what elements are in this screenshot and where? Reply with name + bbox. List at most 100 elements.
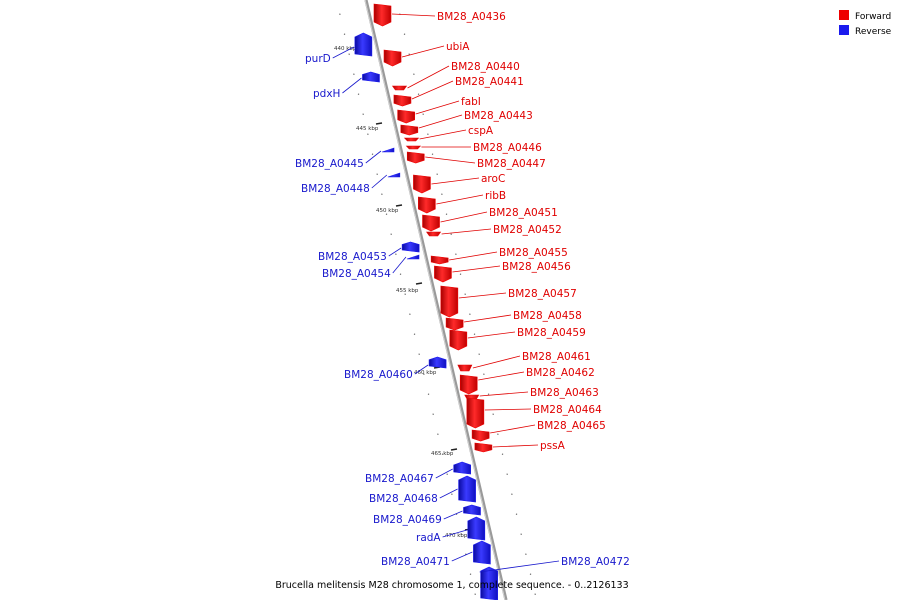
gene-feature-ribb[interactable]	[418, 196, 436, 214]
gene-feature-bm28-a0452[interactable]	[426, 231, 442, 237]
gene-feature-bm28-a0461[interactable]	[457, 364, 473, 372]
gene-label-bm28-a0458[interactable]: BM28_A0458	[513, 310, 582, 322]
gene-feature-bm28-a0458[interactable]	[445, 317, 464, 331]
gene-label-bm28-a0467[interactable]: BM28_A0467	[365, 473, 434, 485]
gene-feature-bm28-a0467[interactable]	[453, 461, 471, 475]
gene-feature-bm28-a0443[interactable]	[400, 124, 419, 136]
gene-features	[354, 3, 498, 600]
gene-feature-bm28-a0451[interactable]	[422, 214, 440, 232]
gene-label-bm28-a0443[interactable]: BM28_A0443	[464, 110, 533, 122]
gene-label-bm28-a0464[interactable]: BM28_A0464	[533, 404, 602, 416]
gene-feature-bm28-a0453[interactable]	[401, 241, 420, 253]
gene-label-ribb[interactable]: ribB	[485, 190, 506, 202]
gene-feature-bm28-a0462[interactable]	[459, 374, 478, 395]
gene-label-pdxh[interactable]: pdxH	[313, 88, 340, 100]
gene-feature-bm28-a0471[interactable]	[473, 540, 491, 565]
gene-label-bm28-a0457[interactable]: BM28_A0457	[508, 288, 577, 300]
gene-label-purd[interactable]: purD	[305, 53, 331, 65]
kbp-label: 445 kbp	[356, 126, 379, 132]
leader-line-rada	[442, 529, 467, 538]
gene-label-ubia[interactable]: ubiA	[446, 41, 470, 53]
gene-feature-pdxh[interactable]	[362, 71, 380, 83]
gene-feature-aroc[interactable]	[413, 174, 431, 194]
gene-feature-bm28-a0448[interactable]	[387, 172, 401, 178]
leader-line-bm28-a0463	[479, 391, 529, 397]
gene-feature-ubia[interactable]	[383, 49, 402, 67]
leader-line-bm28-a0472	[479, 560, 560, 573]
gene-label-bm28-a0454[interactable]: BM28_A0454	[322, 268, 391, 280]
leader-line-bm28-a0469	[443, 510, 463, 520]
leader-line-cspa	[419, 129, 467, 140]
gene-label-bm28-a0459[interactable]: BM28_A0459	[517, 327, 586, 339]
gene-feature-bm28-a0436[interactable]	[373, 3, 392, 27]
leader-line-bm28-a0456	[452, 265, 501, 273]
genome-backbone-highlight	[364, 0, 506, 600]
gene-label-bm28-a0469[interactable]: BM28_A0469	[373, 514, 442, 526]
gene-label-bm28-a0456[interactable]: BM28_A0456	[502, 261, 571, 273]
gene-feature-fabi[interactable]	[397, 109, 415, 124]
gene-feature-cspa[interactable]	[403, 137, 420, 142]
gene-label-bm28-a0461[interactable]: BM28_A0461	[522, 351, 591, 363]
kbp-label: 460 kbp	[414, 370, 437, 376]
gene-feature-bm28-a0441[interactable]	[393, 94, 412, 107]
gene-feature-bm28-a0464[interactable]	[466, 397, 485, 429]
gene-label-bm28-a0468[interactable]: BM28_A0468	[369, 493, 438, 505]
gene-label-bm28-a0436[interactable]: BM28_A0436	[437, 11, 506, 23]
leader-line-bm28-a0448	[371, 174, 388, 189]
gene-feature-bm28-a0472[interactable]	[480, 566, 498, 600]
gene-label-bm28-a0445[interactable]: BM28_A0445	[295, 158, 364, 170]
leader-line-bm28-a0468	[439, 488, 458, 499]
gene-label-aroc[interactable]: aroC	[481, 173, 505, 185]
gene-label-bm28-a0448[interactable]: BM28_A0448	[301, 183, 370, 195]
legend-reverse-label: Reverse	[855, 27, 892, 37]
gene-label-bm28-a0440[interactable]: BM28_A0440	[451, 61, 520, 73]
leader-line-bm28-a0459	[467, 331, 516, 339]
gene-label-bm28-a0452[interactable]: BM28_A0452	[493, 224, 562, 236]
tick-marks	[339, 13, 536, 595]
gene-feature-bm28-a0457[interactable]	[440, 285, 459, 318]
genome-backbone	[364, 0, 508, 600]
gene-label-rada[interactable]: radA	[416, 532, 441, 544]
leader-line-bm28-a0462	[478, 371, 525, 381]
gene-label-bm28-a0441[interactable]: BM28_A0441	[455, 76, 524, 88]
leader-line-bm28-a0443	[418, 114, 463, 129]
kbp-label: 465 kbp	[431, 451, 454, 457]
gene-feature-purd[interactable]	[354, 32, 373, 57]
leader-line-bm28-a0441	[411, 80, 454, 100]
gene-label-fabi[interactable]: fabI	[461, 96, 481, 108]
legend-forward-label: Forward	[855, 12, 891, 22]
gene-label-bm28-a0451[interactable]: BM28_A0451	[489, 207, 558, 219]
gene-feature-bm28-a0445[interactable]	[381, 147, 395, 153]
gene-label-pssa[interactable]: pssA	[540, 440, 566, 452]
kbp-marker	[375, 122, 383, 125]
gene-label-cspa[interactable]: cspA	[468, 125, 494, 137]
gene-feature-rada[interactable]	[467, 516, 486, 541]
gene-feature-bm28-a0447[interactable]	[406, 151, 425, 164]
leader-line-pdxh	[342, 77, 362, 94]
gene-label-bm28-a0463[interactable]: BM28_A0463	[530, 387, 599, 399]
gene-label-bm28-a0447[interactable]: BM28_A0447	[477, 158, 546, 170]
gene-feature-bm28-a0440[interactable]	[391, 85, 408, 91]
kbp-label: 440 kbp	[334, 46, 357, 52]
gene-label-bm28-a0472[interactable]: BM28_A0472	[561, 556, 630, 568]
gene-label-bm28-a0465[interactable]: BM28_A0465	[537, 420, 606, 432]
gene-label-bm28-a0471[interactable]: BM28_A0471	[381, 556, 450, 568]
leader-line-ribb	[436, 194, 484, 205]
gene-feature-bm28-a0460[interactable]	[428, 356, 447, 369]
gene-feature-bm28-a0446[interactable]	[405, 145, 422, 150]
gene-feature-bm28-a0459[interactable]	[449, 329, 468, 351]
gene-label-bm28-a0455[interactable]: BM28_A0455	[499, 247, 568, 259]
gene-feature-bm28-a0455[interactable]	[430, 255, 449, 265]
kbp-label: 455 kbp	[396, 288, 419, 294]
gene-label-bm28-a0453[interactable]: BM28_A0453	[318, 251, 387, 263]
gene-feature-bm28-a0465[interactable]	[471, 429, 490, 442]
gene-feature-bm28-a0454[interactable]	[406, 254, 420, 260]
gene-label-bm28-a0462[interactable]: BM28_A0462	[526, 367, 595, 379]
gene-feature-bm28-a0469[interactable]	[463, 504, 481, 516]
gene-feature-pssa[interactable]	[474, 442, 493, 453]
leader-line-bm28-a0454	[392, 256, 407, 274]
gene-label-bm28-a0460[interactable]: BM28_A0460	[344, 369, 413, 381]
gene-feature-bm28-a0468[interactable]	[458, 475, 476, 503]
gene-feature-bm28-a0456[interactable]	[434, 265, 452, 283]
gene-label-bm28-a0446[interactable]: BM28_A0446	[473, 142, 542, 154]
